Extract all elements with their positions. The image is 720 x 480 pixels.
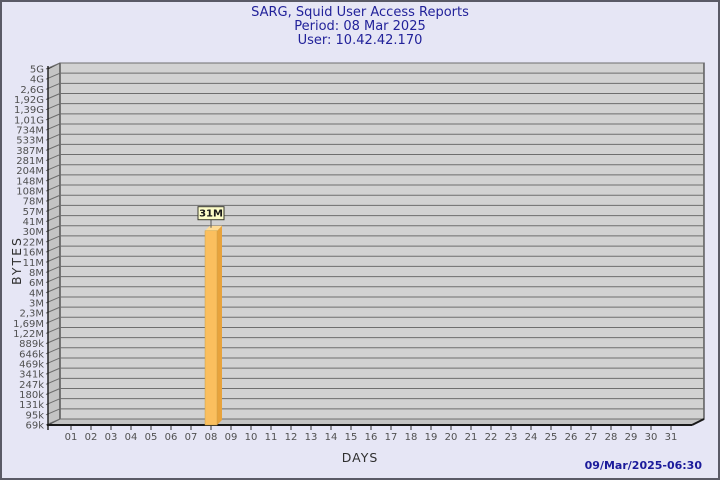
y-tick-label: 469k (19, 359, 44, 370)
y-tick-label: 533M (16, 136, 44, 147)
x-tick-label: 11 (265, 432, 278, 443)
x-tick-label: 01 (65, 432, 78, 443)
report-header: SARG, Squid User Access Reports Period: … (2, 6, 718, 48)
x-tick-label: 22 (485, 432, 498, 443)
x-tick-label: 29 (625, 432, 638, 443)
bar-top-face (205, 225, 222, 231)
y-tick-label: 2,6G (20, 85, 44, 96)
y-tick-label: 78M (23, 197, 44, 208)
y-tick-label: 108M (16, 187, 44, 198)
y-tick-label: 341k (19, 370, 44, 381)
y-tick-label: 387M (16, 146, 44, 157)
y-tick-label: 131k (19, 400, 44, 411)
x-tick-label: 23 (505, 432, 518, 443)
x-tick-label: 10 (245, 432, 258, 443)
y-tick-label: 16M (23, 248, 44, 259)
x-tick-label: 18 (405, 432, 418, 443)
x-tick-label: 17 (385, 432, 398, 443)
x-tick-label: 13 (305, 432, 318, 443)
y-axis-title: BYTES (9, 236, 24, 285)
x-tick-label: 14 (325, 432, 338, 443)
y-tick-label: 8M (29, 268, 44, 279)
bar-value-label: 31M (199, 209, 223, 220)
y-tick-label: 69k (25, 421, 44, 432)
y-tick-label: 11M (23, 258, 44, 269)
generated-timestamp: 09/Mar/2025-06:30 (584, 459, 702, 472)
x-tick-label: 05 (145, 432, 158, 443)
report-title: SARG, Squid User Access Reports (251, 5, 469, 20)
y-tick-label: 41M (23, 217, 44, 228)
x-tick-label: 06 (165, 432, 178, 443)
y-tick-label: 1,39G (14, 105, 44, 116)
y-tick-label: 889k (19, 339, 44, 350)
x-tick-label: 15 (345, 432, 358, 443)
x-tick-label: 21 (465, 432, 478, 443)
x-axis-bevel (691, 418, 705, 426)
y-tick-label: 1,22M (13, 329, 44, 340)
y-tick-label: 646k (19, 349, 44, 360)
y-tick-label: 57M (23, 207, 44, 218)
x-tick-label: 25 (545, 432, 558, 443)
x-tick-label: 28 (605, 432, 618, 443)
x-tick-label: 03 (105, 432, 118, 443)
x-tick-label: 19 (425, 432, 438, 443)
x-tick-label: 09 (225, 432, 238, 443)
bar-side-face (217, 225, 222, 425)
x-tick-label: 07 (185, 432, 198, 443)
x-tick-label: 27 (585, 432, 598, 443)
x-tick-label: 30 (645, 432, 658, 443)
y-tick-label: 4M (29, 288, 44, 299)
plot-panel (59, 62, 705, 420)
y-tick-label: 22M (23, 237, 44, 248)
report-user: User: 10.42.42.170 (297, 33, 423, 48)
y-tick-label: 4G (30, 75, 44, 86)
y-tick-label: 95k (25, 410, 44, 421)
report-period: Period: 08 Mar 2025 (294, 19, 426, 34)
x-axis-title: DAYS (341, 450, 379, 465)
y-tick-label: 1,69M (13, 319, 44, 330)
x-tick-label: 08 (205, 432, 218, 443)
y-tick-label: 180k (19, 390, 44, 401)
y-tick-label: 3M (29, 298, 44, 309)
y-tick-label: 6M (29, 278, 44, 289)
y-tick-label: 1,01G (14, 115, 44, 126)
y-tick-label: 1,92G (14, 95, 44, 106)
y-tick-label: 148M (16, 176, 44, 187)
bar-value-box (197, 206, 225, 221)
x-tick-label: 31 (665, 432, 678, 443)
y-tick-label: 204M (16, 166, 44, 177)
x-tick-label: 02 (85, 432, 98, 443)
y-tick-label: 2,3M (19, 309, 44, 320)
x-tick-label: 16 (365, 432, 378, 443)
y-tick-label: 5G (30, 65, 44, 76)
y-tick-label: 30M (23, 227, 44, 238)
x-tick-label: 12 (285, 432, 298, 443)
x-tick-label: 04 (125, 432, 138, 443)
y-tick-label: 281M (16, 156, 44, 167)
y-tick-label: 247k (19, 380, 44, 391)
x-tick-label: 26 (565, 432, 578, 443)
x-tick-label: 20 (445, 432, 458, 443)
y-tick-label: 734M (16, 126, 44, 137)
bar-day-08 (204, 230, 218, 426)
x-tick-label: 24 (525, 432, 538, 443)
